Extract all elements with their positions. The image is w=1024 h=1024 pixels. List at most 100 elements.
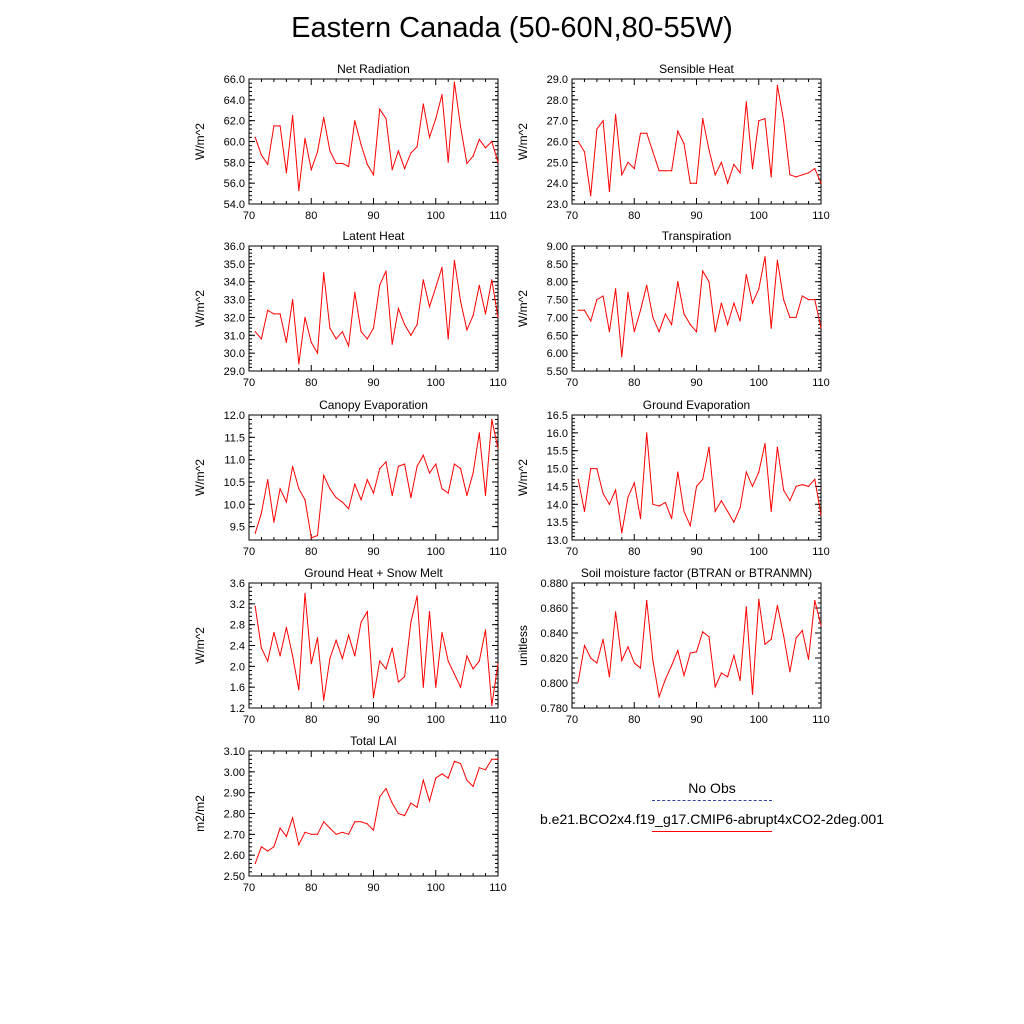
- data-point: [484, 313, 487, 315]
- data-point: [745, 606, 747, 608]
- y-tick-label: 0.860: [540, 603, 568, 615]
- data-point: [689, 324, 691, 326]
- data-point: [360, 144, 362, 146]
- series-line: [254, 82, 499, 191]
- plot-frame: [248, 414, 499, 541]
- y-tick-label: 3.6: [230, 578, 245, 590]
- x-tick-label: 100: [750, 210, 768, 222]
- data-point: [695, 331, 698, 333]
- data-point: [316, 151, 319, 153]
- plot-frame: [571, 245, 822, 372]
- x-tick-label: 100: [427, 210, 445, 222]
- data-point: [441, 631, 443, 634]
- data-point: [497, 447, 499, 450]
- data-point: [397, 465, 399, 467]
- data-point: [360, 499, 362, 501]
- y-axis-label: W/m^2: [193, 123, 207, 160]
- data-point: [801, 484, 803, 486]
- data-point: [758, 471, 760, 473]
- y-axis-label: W/m^2: [193, 459, 207, 496]
- data-point: [789, 500, 791, 502]
- x-tick-label: 90: [690, 546, 702, 558]
- data-point: [714, 174, 716, 176]
- data-point: [329, 827, 331, 829]
- data-point: [758, 288, 760, 290]
- data-point: [621, 532, 623, 534]
- data-point: [391, 802, 393, 804]
- data-point: [435, 777, 437, 779]
- data-point: [385, 668, 387, 670]
- data-point: [751, 302, 754, 304]
- data-point: [478, 660, 480, 662]
- data-point: [820, 182, 822, 184]
- data-point: [254, 605, 256, 608]
- data-point: [323, 699, 325, 701]
- x-tick-label: 110: [489, 714, 507, 726]
- x-tick-label: 70: [243, 546, 255, 558]
- data-point: [372, 492, 375, 494]
- data-point: [329, 150, 331, 152]
- data-point: [497, 161, 499, 163]
- data-point: [621, 174, 623, 176]
- data-point: [714, 510, 716, 512]
- data-point: [310, 663, 312, 665]
- y-tick-label: 33.0: [224, 295, 245, 307]
- x-tick-label: 70: [243, 377, 255, 389]
- chart-panel-3: 70 80 90 100 110 29.0 30.0 31.0 32.0 33.0 34.0 35.0…: [193, 229, 507, 389]
- data-point: [658, 331, 660, 333]
- y-axis-label: W/m^2: [193, 290, 207, 327]
- data-point: [273, 125, 275, 127]
- data-point: [708, 281, 710, 283]
- data-point: [814, 599, 816, 602]
- data-point: [410, 802, 412, 804]
- data-point: [658, 170, 660, 172]
- data-point: [379, 284, 381, 286]
- y-tick-label: 5.50: [547, 366, 568, 378]
- data-point: [677, 281, 679, 283]
- data-point: [745, 101, 747, 103]
- data-point: [304, 316, 306, 318]
- data-point: [689, 652, 691, 654]
- data-point: [422, 779, 424, 781]
- data-point: [484, 147, 487, 149]
- data-point: [708, 636, 710, 638]
- data-point: [416, 806, 418, 808]
- data-point: [366, 479, 368, 481]
- data-point: [279, 827, 281, 829]
- x-tick-label: 80: [628, 377, 640, 389]
- data-point: [422, 686, 424, 688]
- data-point: [751, 693, 754, 695]
- data-point: [323, 474, 325, 476]
- data-point: [366, 611, 368, 613]
- data-point: [577, 681, 579, 683]
- data-point: [590, 657, 592, 659]
- data-point: [801, 629, 803, 632]
- data-point: [583, 309, 586, 311]
- series-line: [254, 260, 499, 364]
- data-point: [298, 363, 300, 365]
- series-line: [578, 256, 822, 357]
- data-point: [820, 514, 822, 516]
- data-point: [608, 676, 611, 678]
- data-point: [720, 161, 723, 163]
- data-point: [447, 338, 449, 340]
- data-point: [590, 195, 592, 197]
- data-point: [316, 637, 319, 639]
- data-point: [447, 161, 449, 163]
- data-point: [484, 494, 487, 496]
- data-point: [285, 835, 287, 838]
- data-point: [372, 829, 375, 831]
- data-point: [422, 279, 424, 281]
- series-line: [254, 758, 498, 864]
- data-point: [323, 272, 325, 274]
- data-point: [273, 521, 275, 523]
- data-point: [323, 821, 325, 823]
- x-tick-label: 80: [305, 882, 317, 894]
- data-point: [267, 850, 269, 852]
- data-point: [292, 817, 294, 819]
- y-tick-label: 2.0: [230, 661, 245, 673]
- data-point: [646, 599, 648, 602]
- data-point: [621, 356, 623, 358]
- data-point: [385, 270, 387, 272]
- data-point: [795, 176, 797, 178]
